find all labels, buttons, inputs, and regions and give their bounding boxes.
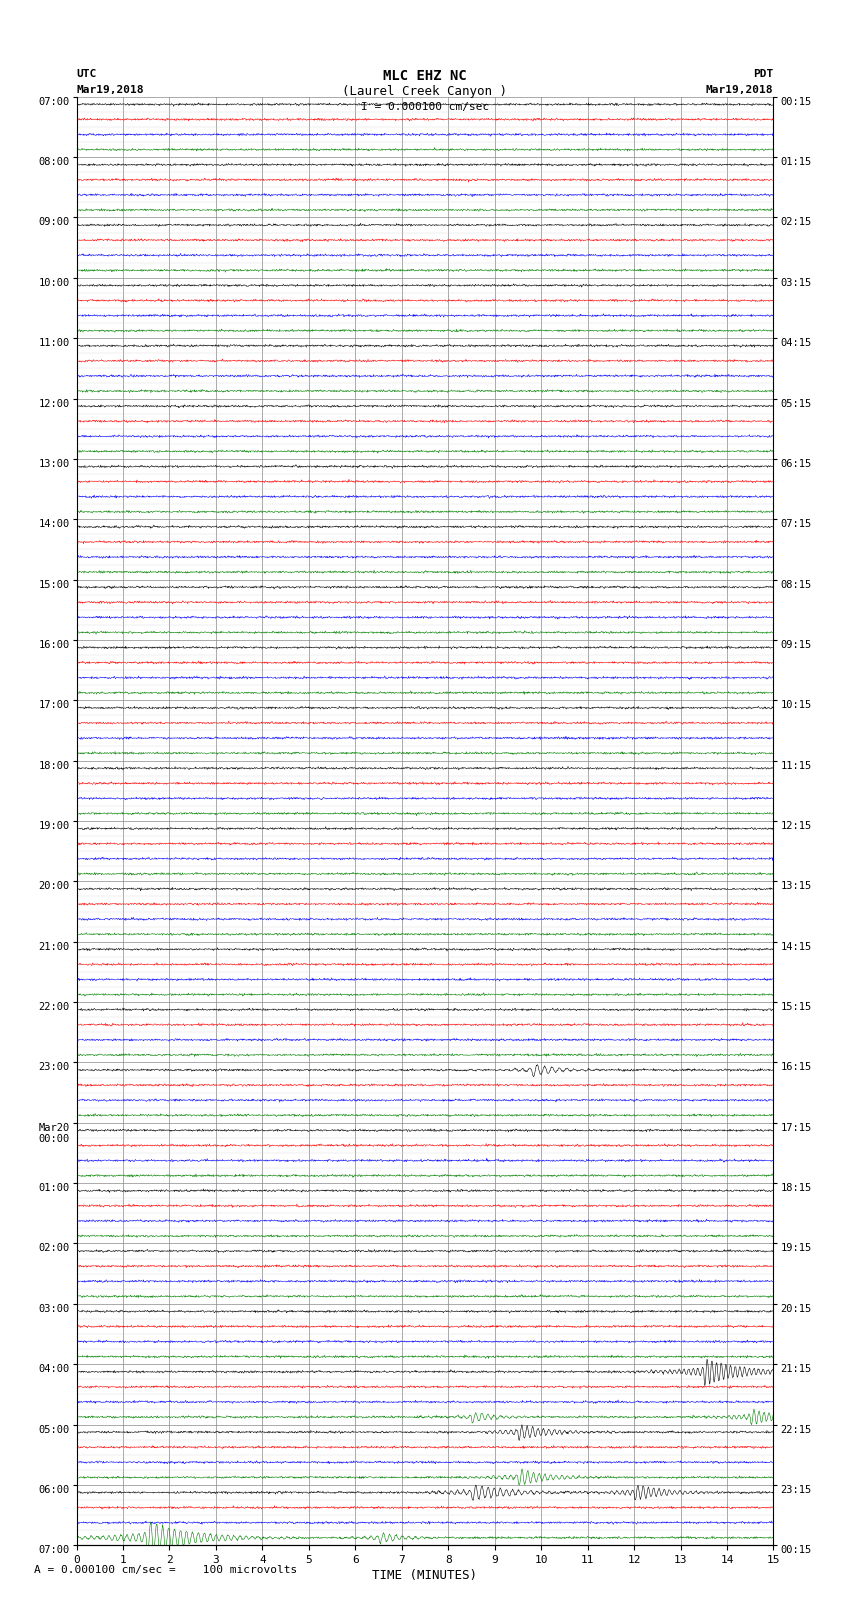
Text: PDT: PDT <box>753 69 774 79</box>
Text: UTC: UTC <box>76 69 97 79</box>
Text: (Laurel Creek Canyon ): (Laurel Creek Canyon ) <box>343 85 507 98</box>
X-axis label: TIME (MINUTES): TIME (MINUTES) <box>372 1569 478 1582</box>
Text: MLC EHZ NC: MLC EHZ NC <box>383 69 467 84</box>
Text: I = 0.000100 cm/sec: I = 0.000100 cm/sec <box>361 102 489 111</box>
Text: A = 0.000100 cm/sec =    100 microvolts: A = 0.000100 cm/sec = 100 microvolts <box>34 1565 298 1574</box>
Text: Mar19,2018: Mar19,2018 <box>706 85 774 95</box>
Text: Mar19,2018: Mar19,2018 <box>76 85 144 95</box>
